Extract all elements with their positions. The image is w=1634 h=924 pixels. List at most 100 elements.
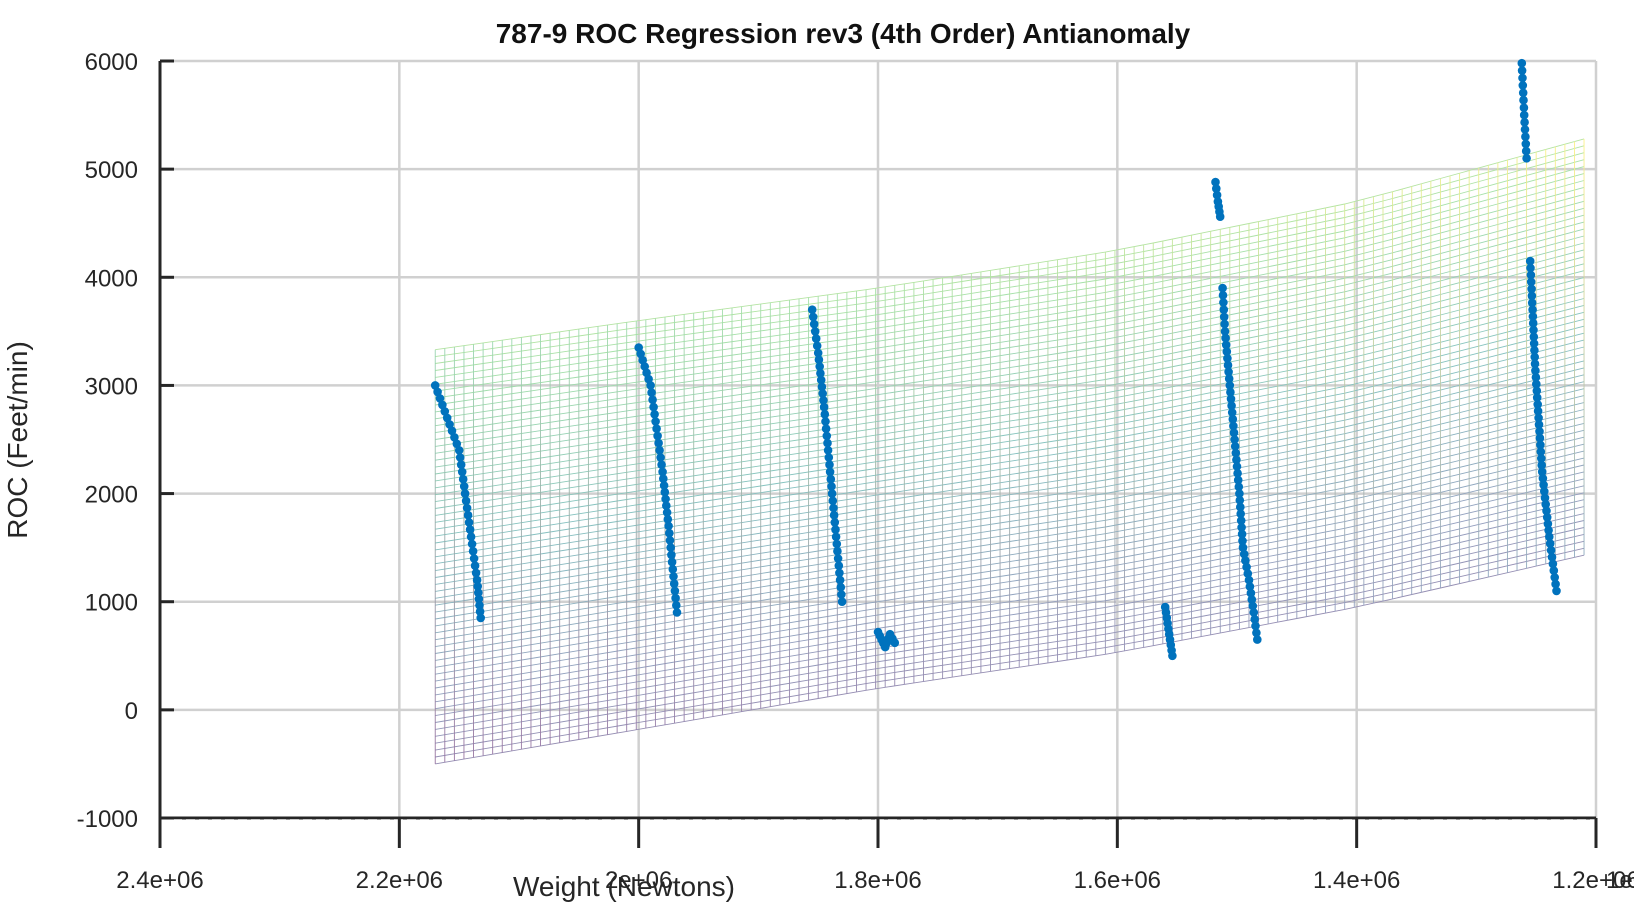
data-point <box>1231 448 1241 458</box>
data-point <box>1247 595 1257 604</box>
data-point <box>823 438 832 448</box>
data-point <box>659 474 668 484</box>
data-point <box>650 410 659 419</box>
data-point <box>462 503 472 513</box>
data-point <box>649 402 658 412</box>
x-axis-label: Weight (Newtons) <box>513 871 735 902</box>
data-point <box>1233 469 1242 478</box>
data-point <box>825 467 835 477</box>
data-point <box>1529 332 1539 342</box>
data-point <box>1542 506 1551 516</box>
data-point <box>1552 586 1561 596</box>
data-point <box>440 407 450 416</box>
data-point <box>1526 263 1535 273</box>
data-point <box>827 489 837 498</box>
data-point <box>1243 569 1253 578</box>
data-point <box>657 460 666 470</box>
data-point <box>670 586 680 596</box>
data-point <box>1519 110 1529 120</box>
axes <box>158 59 1598 848</box>
grid-lines <box>158 59 1598 820</box>
data-point <box>430 381 440 390</box>
data-point <box>435 394 445 403</box>
data-point <box>647 388 656 397</box>
data-point <box>834 561 844 570</box>
data-point <box>1520 125 1530 134</box>
data-point <box>1525 256 1535 266</box>
data-point <box>1245 582 1255 591</box>
data-point <box>1530 359 1540 369</box>
data-point <box>1548 559 1558 569</box>
data-point <box>662 501 671 511</box>
data-point <box>1538 474 1548 483</box>
data-point <box>1236 509 1245 519</box>
data-point <box>1212 190 1222 200</box>
data-point <box>1220 319 1229 329</box>
data-point <box>1518 81 1528 90</box>
data-point <box>1222 347 1232 356</box>
data-point <box>1528 312 1538 321</box>
data-point <box>465 525 475 534</box>
data-point <box>1545 539 1555 548</box>
data-point <box>825 460 834 470</box>
data-point <box>826 474 836 484</box>
y-tick-label: 2000 <box>85 482 138 509</box>
data-point <box>1250 615 1259 624</box>
data-point <box>1539 480 1548 490</box>
data-point <box>660 487 670 497</box>
data-point <box>666 543 675 552</box>
data-point <box>827 482 836 491</box>
data-point <box>469 554 479 563</box>
data-point <box>816 375 826 385</box>
data-point <box>1540 493 1550 503</box>
data-point <box>831 525 840 534</box>
x-tick-label: 2.2e+06 <box>356 867 443 894</box>
data-point <box>1534 420 1544 429</box>
data-point <box>1530 346 1539 355</box>
data-point <box>1226 387 1235 397</box>
data-point <box>438 400 447 410</box>
data-point <box>1233 475 1243 485</box>
data-point <box>1529 325 1538 335</box>
data-point <box>1218 291 1228 300</box>
data-point <box>820 410 830 419</box>
data-point <box>447 426 457 436</box>
data-point <box>1239 549 1249 559</box>
data-point <box>1521 146 1531 156</box>
y-tick-label: 4000 <box>85 265 138 292</box>
data-point <box>808 312 818 322</box>
data-point <box>830 518 840 527</box>
data-point <box>1232 462 1242 471</box>
data-point <box>461 496 471 506</box>
data-point <box>821 424 831 434</box>
data-point <box>1535 433 1545 443</box>
x-tick-label: 1.2e+06 <box>1552 867 1634 894</box>
data-point <box>1236 502 1245 512</box>
data-point <box>1252 628 1261 638</box>
data-point <box>809 319 819 329</box>
data-point <box>1544 526 1553 535</box>
data-point <box>1225 381 1235 390</box>
data-point <box>433 387 442 397</box>
data-point <box>1528 318 1538 328</box>
data-point <box>476 613 486 623</box>
data-point <box>828 496 838 506</box>
data-point <box>1537 454 1546 463</box>
data-point <box>1229 428 1239 438</box>
data-point <box>1536 440 1545 450</box>
data-point <box>450 433 459 442</box>
data-point <box>1551 579 1560 589</box>
data-point <box>1237 523 1246 532</box>
data-point <box>1518 73 1527 83</box>
data-point <box>456 460 466 470</box>
data-point <box>1537 467 1547 477</box>
data-point <box>1519 103 1529 112</box>
data-point <box>1527 284 1536 294</box>
data-point <box>455 453 465 462</box>
y-tick-label: -1000 <box>77 806 138 833</box>
data-point <box>655 446 664 455</box>
data-point <box>1223 360 1233 370</box>
data-point <box>1235 496 1245 505</box>
data-point <box>665 528 674 538</box>
data-point <box>821 417 830 426</box>
